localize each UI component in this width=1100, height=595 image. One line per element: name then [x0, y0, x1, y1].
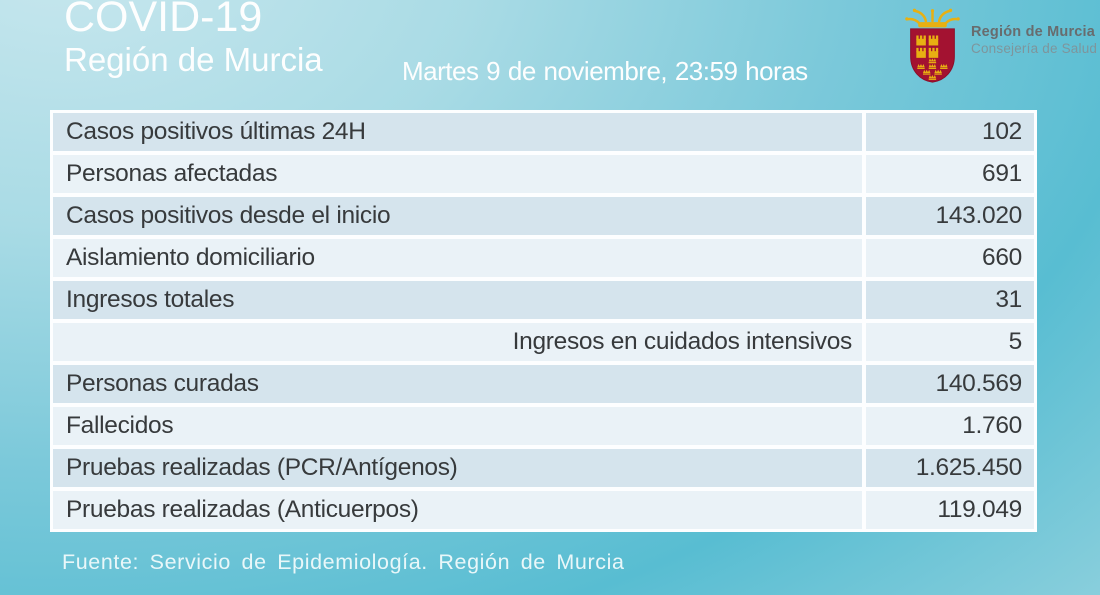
title-region: Región de Murcia: [64, 41, 323, 78]
table-row: Pruebas realizadas (PCR/Antígenos) 1.625.…: [53, 449, 1034, 487]
column-divider: [862, 113, 866, 151]
page-title: COVID-19 Región de Murcia: [64, 0, 323, 78]
row-value: 5: [1008, 328, 1023, 355]
report-datetime: Martes 9 de noviembre, 23:59 horas: [402, 56, 808, 86]
table-row: Casos positivos desde el inicio 143.020: [53, 197, 1034, 235]
table-row: Personas curadas 140.569: [53, 365, 1034, 403]
castles-icons: [916, 35, 939, 58]
table-row: Fallecidos 1.760: [53, 407, 1034, 445]
row-value: 119.049: [937, 496, 1022, 523]
row-value: 691: [982, 160, 1022, 187]
column-divider: [862, 239, 866, 277]
column-divider: [862, 323, 866, 361]
table-row: Casos positivos últimas 24H 102: [53, 113, 1034, 151]
column-divider: [862, 281, 866, 319]
logo-text: Región de Murcia Consejería de Salud: [971, 23, 1097, 84]
row-label: Ingresos en cuidados intensivos: [512, 328, 853, 355]
row-label: Personas afectadas: [66, 160, 278, 187]
row-value: 31: [995, 286, 1022, 313]
row-value: 1.625.450: [915, 454, 1023, 481]
row-label: Casos positivos últimas 24H: [66, 118, 366, 145]
column-divider: [862, 197, 866, 235]
mini-crowns-icons: [917, 58, 948, 80]
crown-icon: [905, 9, 960, 25]
source-note: Fuente: Servicio de Epidemiología. Regió…: [62, 550, 625, 574]
row-label: Fallecidos: [66, 412, 174, 439]
row-label: Pruebas realizadas (Anticuerpos): [66, 496, 419, 523]
table-row: Aislamiento domiciliario 660: [53, 239, 1034, 277]
table-row: Personas afectadas 691: [53, 155, 1034, 193]
row-label: Personas curadas: [66, 370, 259, 397]
table-row: Ingresos totales 31: [53, 281, 1034, 319]
row-value: 1.760: [962, 412, 1022, 439]
logo-dept-name: Consejería de Salud: [971, 41, 1098, 57]
column-divider: [862, 449, 866, 487]
row-value: 143.020: [935, 202, 1023, 229]
row-label: Casos positivos desde el inicio: [66, 202, 391, 229]
logo-org-name: Región de Murcia: [971, 24, 1096, 40]
row-label: Ingresos totales: [66, 286, 235, 313]
region-murcia-logo: Región de Murcia Consejería de Salud: [903, 6, 1097, 84]
row-value: 140.569: [935, 370, 1023, 397]
row-value: 102: [982, 118, 1022, 145]
column-divider: [862, 491, 866, 529]
coat-of-arms-icon: [905, 8, 960, 83]
row-value: 660: [982, 244, 1022, 271]
covid-stats-table: Casos positivos últimas 24H 102 Personas a…: [50, 110, 1037, 532]
row-label: Aislamiento domiciliario: [66, 244, 315, 271]
column-divider: [862, 155, 866, 193]
title-covid: COVID-19: [64, 0, 263, 41]
column-divider: [862, 365, 866, 403]
row-label: Pruebas realizadas (PCR/Antígenos): [66, 454, 458, 481]
column-divider: [862, 407, 866, 445]
table-row: Pruebas realizadas (Anticuerpos) 119.049: [53, 491, 1034, 529]
table-row: Ingresos en cuidados intensivos 5: [53, 323, 1034, 361]
